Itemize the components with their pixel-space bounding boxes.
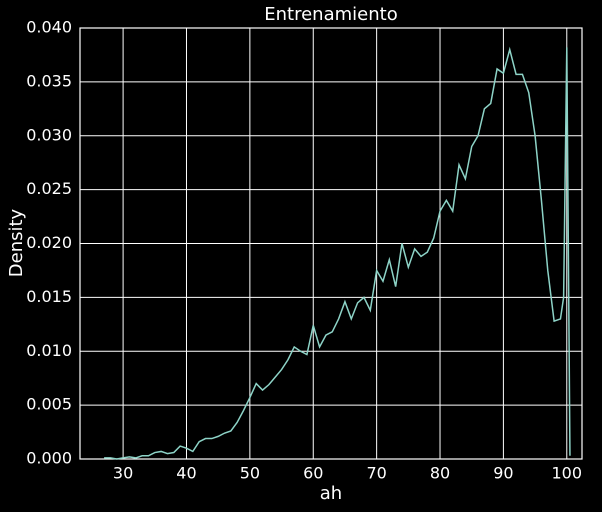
x-axis-label: ah	[320, 483, 342, 504]
y-axis-label: Density	[6, 208, 27, 277]
y-tick-label: 0.010	[26, 341, 72, 360]
y-tick-label: 0.030	[26, 125, 72, 144]
chart-title: Entrenamiento	[264, 4, 397, 25]
y-tick-label: 0.025	[26, 179, 72, 198]
y-tick-label: 0.035	[26, 71, 72, 90]
y-tick-label: 0.015	[26, 287, 72, 306]
y-tick-label: 0.040	[26, 18, 72, 37]
x-tick-label: 60	[303, 464, 323, 483]
line-series	[104, 46, 571, 460]
y-tick-label: 0.005	[26, 395, 72, 414]
y-tick-label: 0.000	[26, 449, 72, 468]
y-tick-label: 0.020	[26, 233, 72, 252]
x-tick-label: 90	[493, 464, 513, 483]
x-tick-label: 30	[113, 464, 133, 483]
plot-frame	[79, 27, 583, 460]
x-tick-label: 40	[176, 464, 196, 483]
x-tick-label: 100	[552, 464, 583, 483]
x-tick-label: 50	[240, 464, 260, 483]
x-tick-label: 70	[366, 464, 386, 483]
x-tick-label: 80	[430, 464, 450, 483]
